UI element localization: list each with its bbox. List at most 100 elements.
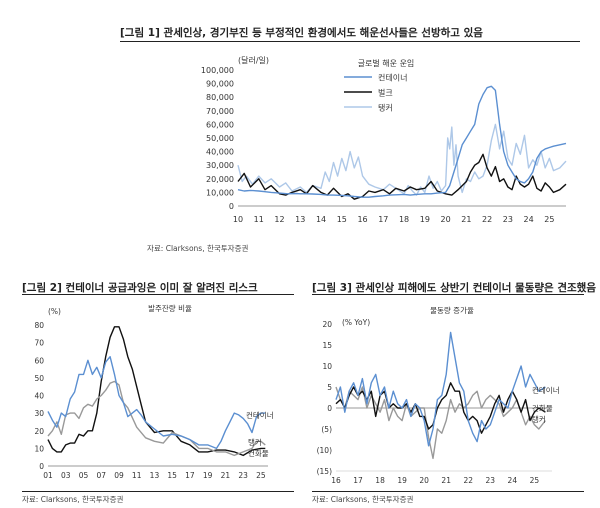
- y-tick-label: (10): [317, 446, 332, 455]
- series-end-label: 탱커: [532, 414, 546, 424]
- series-end-label: 탱커: [248, 437, 262, 447]
- x-tick-label: 19: [397, 476, 407, 485]
- legend-label: 벌크: [378, 88, 393, 98]
- y-tick-label: 80,000: [206, 93, 234, 102]
- series-line-3: [335, 386, 546, 460]
- y-tick-label: 40,000: [206, 148, 234, 157]
- y-tick-label: (15): [317, 467, 332, 476]
- x-tick-label: 24: [508, 476, 518, 485]
- x-tick-label: 12: [274, 215, 284, 224]
- series-end-label: 컨테이너: [246, 410, 274, 420]
- x-tick-label: 15: [167, 471, 177, 480]
- x-tick-label: 03: [61, 471, 71, 480]
- y-tick-label: 30: [34, 409, 44, 418]
- figure-3-title: [그림 3] 관세인상 피해에도 상반기 컨테이너 물동량은 견조했음: [312, 282, 596, 294]
- figure-3-top-rule: [312, 294, 584, 295]
- x-tick-label: 13: [150, 471, 160, 480]
- y-tick-label: 80: [34, 321, 44, 330]
- x-tick-label: 16: [331, 476, 341, 485]
- x-tick-label: 25: [530, 476, 540, 485]
- x-tick-label: 14: [316, 215, 326, 224]
- x-tick-label: 09: [114, 471, 124, 480]
- y-axis-label: (달러/일): [238, 56, 269, 65]
- series-end-label: 컨테이너: [532, 385, 560, 395]
- x-tick-label: 11: [254, 215, 264, 224]
- figure-2-source: 자료: Clarksons, 한국투자증권: [22, 495, 124, 504]
- y-tick-label: 5: [327, 383, 332, 392]
- x-tick-label: 21: [221, 471, 231, 480]
- x-tick-label: 21: [461, 215, 471, 224]
- series-end-label: 건화물: [532, 403, 553, 413]
- y-tick-label: 20: [322, 320, 332, 329]
- x-tick-label: 25: [256, 471, 266, 480]
- y-tick-label: 70: [34, 339, 44, 348]
- x-tick-label: 19: [420, 215, 430, 224]
- x-tick-label: 23: [486, 476, 496, 485]
- y-tick-label: 20,000: [206, 175, 234, 184]
- chart-title: 발주잔량 비율: [148, 303, 192, 313]
- y-tick-label: 50: [34, 374, 44, 383]
- figure-1-top-rule: [120, 41, 580, 42]
- figure-2-bottom-rule: [22, 491, 294, 492]
- y-tick-label: 0: [229, 202, 234, 211]
- y-axis-label: (% YoY): [342, 318, 370, 327]
- x-tick-label: 22: [482, 215, 492, 224]
- series-end-label: 건화물: [248, 448, 269, 458]
- legend-label: 컨테이너: [378, 73, 407, 83]
- x-tick-label: 10: [233, 215, 243, 224]
- series-line-1: [47, 356, 266, 450]
- x-tick-label: 22: [463, 476, 473, 485]
- y-tick-label: 50,000: [206, 134, 234, 143]
- x-tick-label: 25: [544, 215, 554, 224]
- y-tick-label: 0: [327, 404, 332, 413]
- series-line-1: [237, 85, 567, 198]
- x-tick-label: 13: [295, 215, 305, 224]
- x-tick-label: 01: [43, 471, 53, 480]
- x-tick-label: 23: [238, 471, 248, 480]
- x-tick-label: 16: [357, 215, 367, 224]
- x-tick-label: 11: [132, 471, 142, 480]
- y-tick-label: 10: [34, 444, 44, 453]
- series-line-3: [47, 326, 266, 457]
- figure-3-bottom-rule: [312, 491, 584, 492]
- y-tick-label: 60,000: [206, 120, 234, 129]
- x-tick-label: 17: [353, 476, 363, 485]
- y-tick-label: 10: [322, 362, 332, 371]
- figure-1-source: 자료: Clarksons, 한국투자증권: [147, 244, 249, 253]
- y-tick-label: 60: [34, 356, 44, 365]
- x-tick-label: 17: [378, 215, 388, 224]
- x-tick-label: 05: [79, 471, 89, 480]
- series-line-1: [335, 331, 546, 447]
- x-tick-label: 18: [375, 476, 385, 485]
- chart-title: 글로벌 해운 운임: [358, 58, 415, 68]
- x-tick-label: 20: [441, 215, 451, 224]
- legend-label: 탱커: [378, 103, 393, 113]
- y-tick-label: 0: [39, 462, 44, 471]
- figure-3-source: 자료: Clarksons, 한국투자증권: [312, 495, 414, 504]
- y-tick-label: 30,000: [206, 161, 234, 170]
- figure-2-top-rule: [22, 294, 294, 295]
- y-tick-label: 70,000: [206, 107, 234, 116]
- y-tick-label: 40: [34, 392, 44, 401]
- x-tick-label: 15: [337, 215, 347, 224]
- x-tick-label: 20: [419, 476, 429, 485]
- y-tick-label: (5): [321, 425, 332, 434]
- figure-2-title: [그림 2] 컨테이너 공급과잉은 이미 잘 알려진 리스크: [22, 282, 258, 294]
- series-line-2: [47, 380, 266, 457]
- series-line-2: [335, 382, 546, 434]
- y-tick-label: 20: [34, 427, 44, 436]
- x-tick-label: 24: [524, 215, 534, 224]
- x-tick-label: 07: [96, 471, 106, 480]
- y-tick-label: 90,000: [206, 80, 234, 89]
- series-line-2: [237, 153, 567, 200]
- x-tick-label: 23: [503, 215, 513, 224]
- x-tick-label: 17: [185, 471, 195, 480]
- y-axis-label: (%): [48, 307, 61, 316]
- chart-title: 물동량 증가율: [430, 306, 474, 315]
- y-tick-label: 15: [322, 341, 332, 350]
- x-tick-label: 21: [441, 476, 451, 485]
- x-tick-label: 19: [203, 471, 213, 480]
